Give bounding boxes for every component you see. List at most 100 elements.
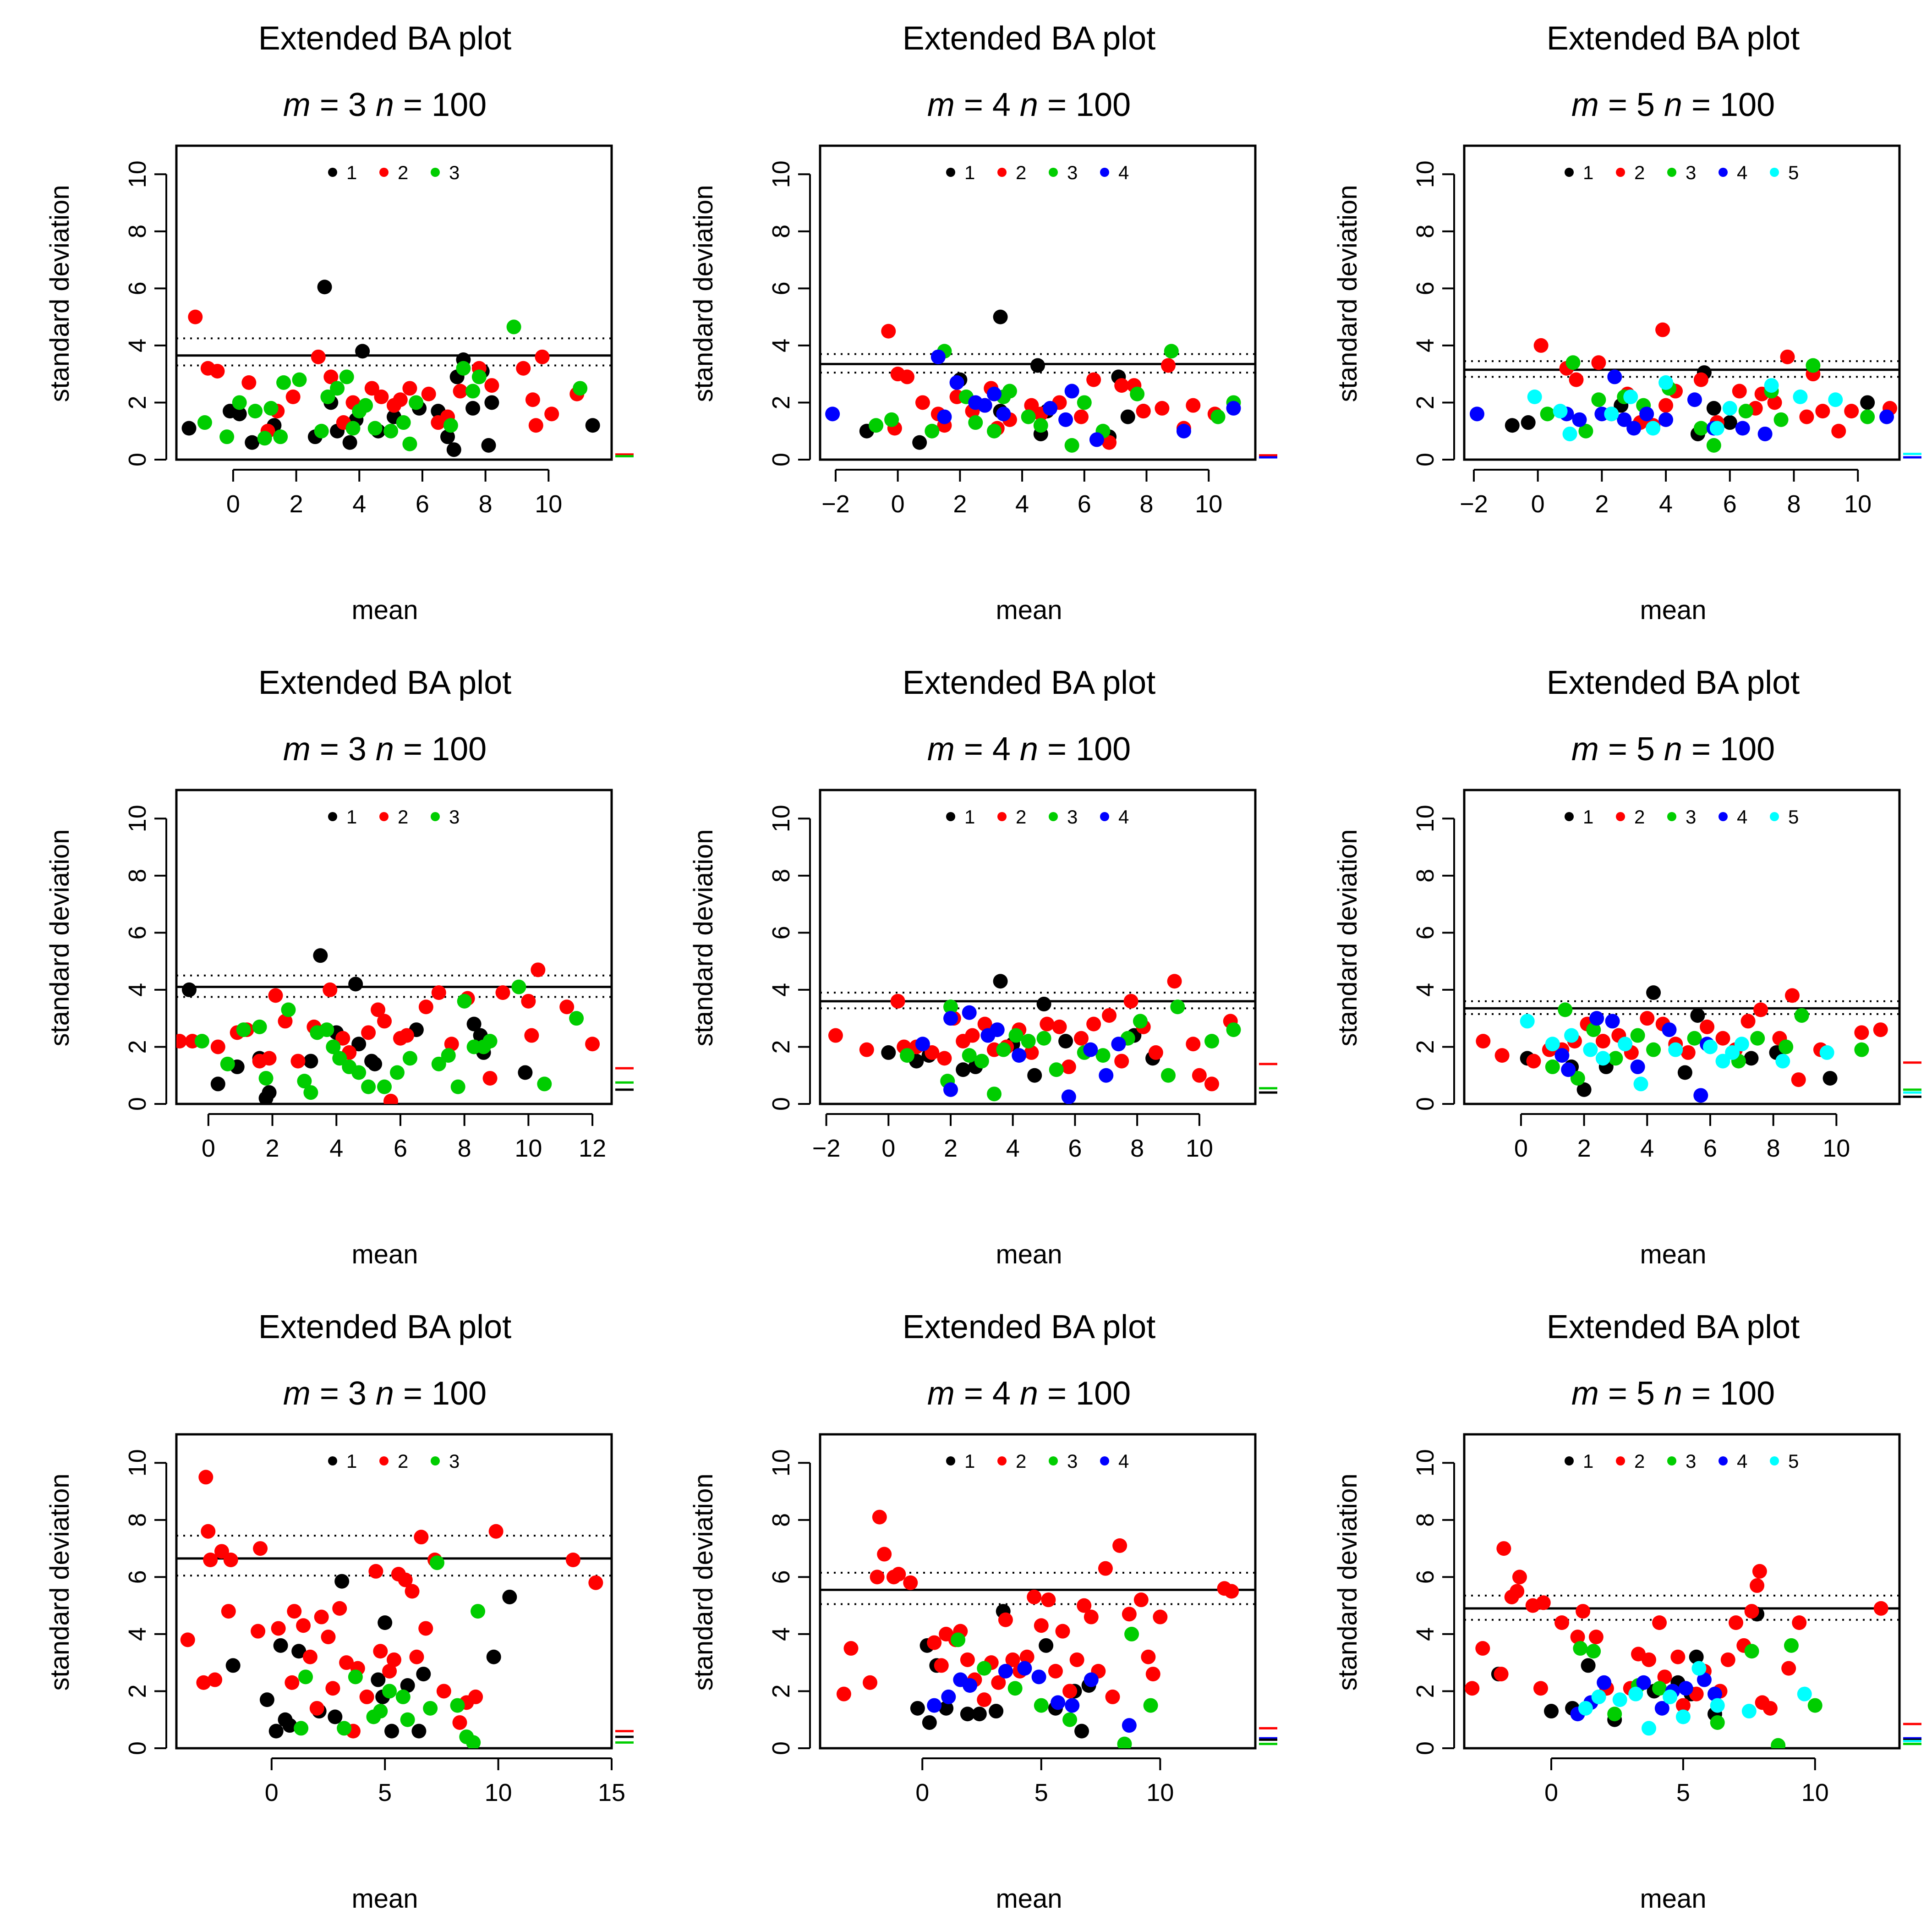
- x-axis-label: mean: [351, 1884, 418, 1910]
- data-point-group-2: [1122, 1607, 1137, 1622]
- data-point-group-1: [351, 1037, 367, 1052]
- y-tick-label: 4: [1412, 1627, 1439, 1641]
- data-point-group-2: [1854, 1025, 1869, 1040]
- panel-subtitle: m = 5 n = 100: [1571, 87, 1775, 123]
- data-point-group-1: [993, 974, 1008, 989]
- data-point-group-3: [1744, 1644, 1759, 1659]
- data-point-group-3: [297, 1074, 312, 1089]
- data-point-group-3: [1784, 1638, 1799, 1653]
- data-point-group-5: [1612, 1692, 1627, 1707]
- data-point-group-2: [271, 1621, 286, 1636]
- data-point-group-1: [1581, 1658, 1596, 1673]
- data-point-group-1: [334, 1574, 350, 1589]
- data-point-group-1: [259, 1692, 274, 1707]
- y-tick-label: 6: [124, 281, 151, 295]
- data-point-group-3: [1077, 395, 1092, 410]
- data-point-group-2: [1019, 1649, 1034, 1664]
- data-point-group-2: [1112, 1538, 1127, 1553]
- data-point-group-2: [176, 1034, 187, 1048]
- legend-marker-3: [431, 1456, 440, 1465]
- data-point-group-1: [291, 1644, 306, 1659]
- data-point-group-3: [1133, 1014, 1148, 1029]
- data-point-group-2: [302, 1649, 317, 1664]
- legend-marker-3: [1049, 168, 1058, 177]
- subtitle-n-sym: n: [376, 731, 394, 768]
- data-point-group-3: [320, 390, 335, 404]
- x-tick-label: 5: [378, 1779, 392, 1806]
- subtitle-m-val: = 3: [320, 731, 367, 768]
- data-point-group-3: [962, 1048, 977, 1063]
- legend-label: 1: [964, 806, 975, 828]
- data-point-group-4: [1605, 1014, 1620, 1029]
- data-point-group-2: [1114, 1054, 1129, 1069]
- panel-title: Extended BA plot: [903, 20, 1155, 57]
- data-point-group-3: [1062, 1712, 1078, 1727]
- data-point-group-4: [1626, 421, 1642, 436]
- data-point-group-3: [1608, 1051, 1623, 1066]
- data-point-group-3: [1033, 418, 1048, 433]
- data-point-group-5: [1828, 392, 1843, 407]
- data-point-group-3: [248, 404, 263, 419]
- y-axis-label: standard deviation: [689, 829, 718, 1047]
- legend-marker-3: [1667, 812, 1676, 821]
- x-tick-label: 6: [1723, 490, 1737, 518]
- data-point-group-3: [273, 429, 288, 445]
- data-point-group-2: [525, 392, 540, 407]
- legend-marker-2: [379, 1456, 389, 1465]
- data-point-group-2: [210, 363, 225, 379]
- x-tick-label: 4: [352, 490, 366, 518]
- data-point-group-1: [446, 442, 461, 457]
- data-point-group-3: [537, 1076, 552, 1092]
- data-point-group-3: [1558, 1002, 1573, 1017]
- data-point-group-2: [1114, 378, 1129, 393]
- subtitle-n-val: = 100: [403, 731, 487, 768]
- subtitle-n-val: = 100: [403, 1375, 487, 1412]
- data-point-group-3: [1652, 1681, 1667, 1696]
- data-point-group-3: [1021, 409, 1036, 424]
- legend-label: 3: [1686, 162, 1696, 183]
- data-point-group-2: [1512, 1570, 1527, 1585]
- data-point-group-1: [1027, 1068, 1042, 1083]
- plot-frame: [1463, 1433, 1901, 1750]
- data-point-group-3: [339, 369, 354, 384]
- data-point-group-1: [348, 977, 363, 992]
- subtitle-n-val: = 100: [1691, 87, 1775, 123]
- y-axis-label: standard deviation: [45, 829, 75, 1047]
- data-point-group-2: [843, 1641, 859, 1656]
- legend-marker-4: [1719, 812, 1728, 821]
- panel-title: Extended BA plot: [258, 664, 511, 701]
- data-point-group-2: [1873, 1022, 1888, 1037]
- data-point-group-2: [1024, 398, 1039, 413]
- legend-label: 3: [449, 162, 460, 183]
- legend-marker-3: [1049, 1456, 1058, 1465]
- subtitle-m-sym: m: [1571, 87, 1599, 123]
- y-tick-label: 10: [767, 1449, 795, 1476]
- subtitle-n-sym: n: [1020, 1375, 1038, 1412]
- data-point-group-2: [1753, 1002, 1768, 1017]
- subtitle-n-val: = 100: [1047, 731, 1131, 768]
- data-point-group-1: [181, 982, 197, 997]
- data-point-group-2: [516, 361, 531, 376]
- data-point-group-3: [1578, 423, 1593, 439]
- data-point-group-1: [1058, 1034, 1073, 1048]
- x-tick-label: 0: [1544, 1779, 1558, 1806]
- y-tick-label: 0: [767, 453, 795, 467]
- data-point-group-5: [1520, 1014, 1535, 1029]
- data-point-group-4: [1662, 1022, 1677, 1037]
- data-point-group-3: [1646, 1042, 1661, 1057]
- data-point-group-3: [276, 375, 291, 390]
- data-point-group-2: [1533, 338, 1549, 353]
- data-point-group-2: [828, 1028, 843, 1043]
- x-tick-label: 4: [329, 1135, 343, 1162]
- data-point-group-1: [956, 1062, 971, 1077]
- x-tick-label: 2: [944, 1135, 958, 1162]
- data-point-group-4: [1735, 421, 1750, 436]
- legend-marker-5: [1770, 1456, 1779, 1465]
- plot-frame: [819, 789, 1257, 1105]
- panel-subtitle: m = 5 n = 100: [1571, 731, 1775, 768]
- data-point-group-4: [1017, 1661, 1032, 1676]
- data-point-group-3: [968, 415, 983, 430]
- data-point-group-3: [400, 1712, 415, 1727]
- data-point-group-3: [1545, 1059, 1560, 1075]
- data-point-group-2: [196, 1675, 211, 1690]
